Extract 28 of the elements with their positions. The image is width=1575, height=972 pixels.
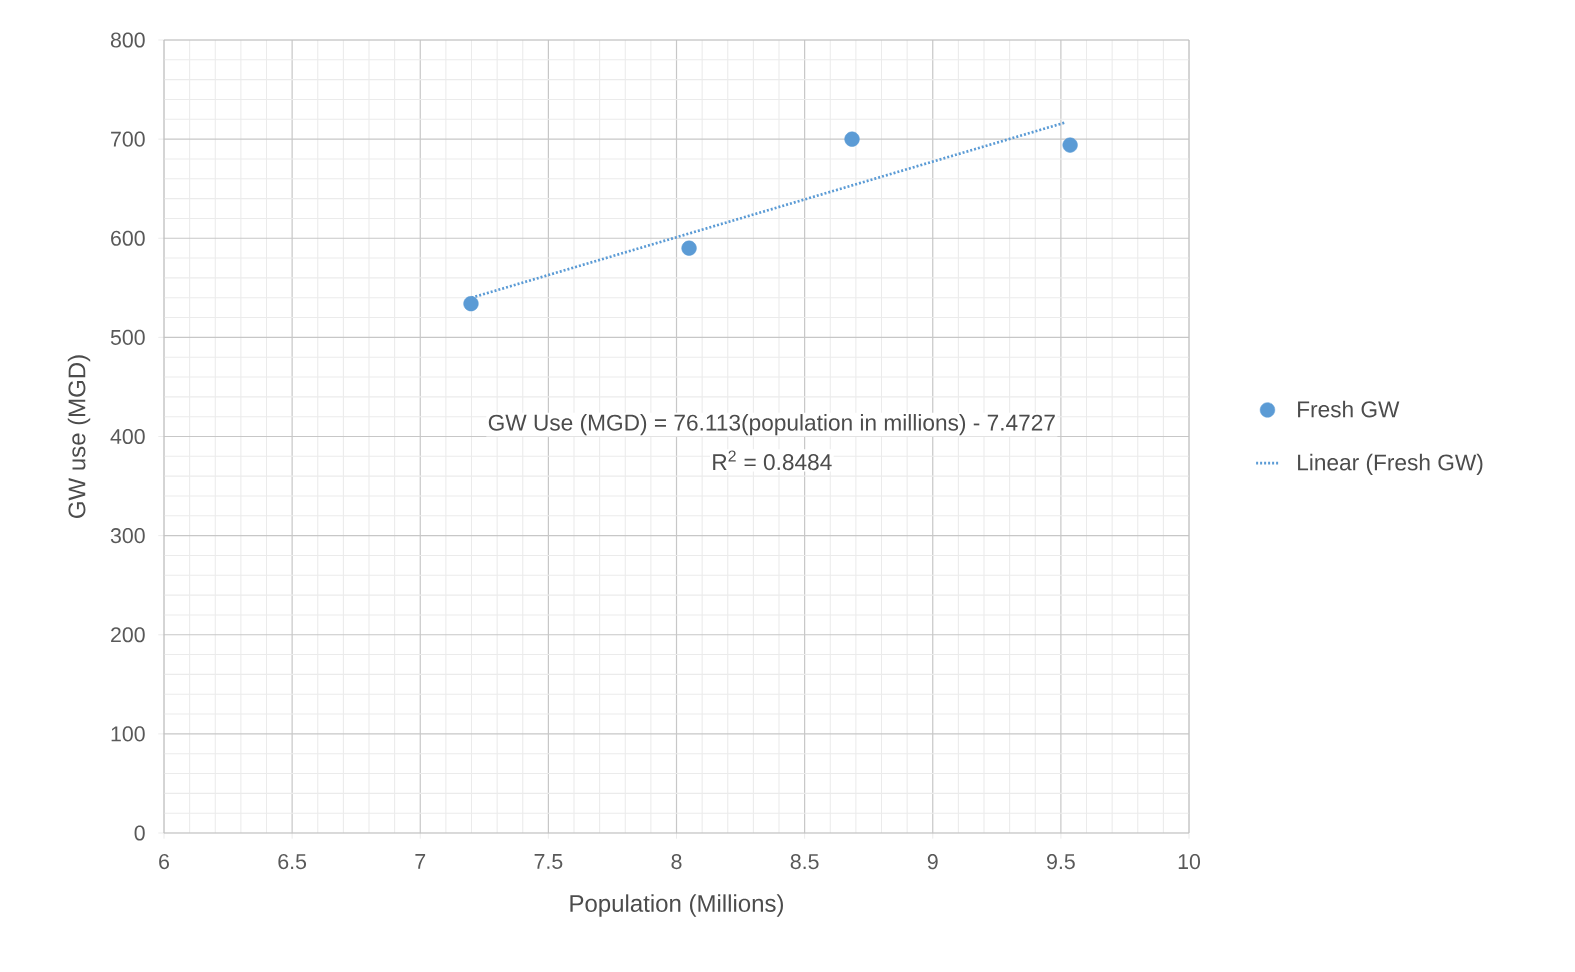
point — [1062, 137, 1078, 153]
point — [463, 296, 479, 312]
x-tick-label: 9 — [927, 854, 938, 870]
y-tick-label: 400 — [110, 428, 145, 445]
x-tick-label: 9.5 — [1047, 854, 1075, 870]
y-tick-label: 800 — [110, 32, 145, 48]
y-tick-label: 600 — [111, 230, 145, 246]
x-axis-title: Population (Millions) — [570, 894, 783, 917]
x-tick-label: 6 — [159, 854, 169, 870]
x-tick-label: 10 — [1178, 854, 1201, 870]
y-tick-label: 0 — [134, 825, 145, 841]
x-tick-label: 7.5 — [534, 854, 563, 869]
y-tick-label: 100 — [111, 726, 145, 742]
annotation: GW Use (MGD) = 76.113(population in millions) - 7.4727 — [488, 414, 1055, 436]
y-tick-label: 200 — [111, 627, 145, 643]
x-tick-label: 6.5 — [278, 854, 307, 870]
y-tick-label: 500 — [110, 329, 145, 345]
annotation: R$^{2}$ = 0.8484 — [713, 450, 832, 471]
x-tick-label: 8.5 — [790, 854, 819, 870]
y-tick-label: 700 — [111, 131, 145, 147]
y-tick-label: 300 — [110, 528, 145, 544]
legend-label: Linear (Fresh GW) — [1298, 453, 1483, 475]
legend-label: Fresh GW — [1298, 400, 1400, 418]
y-axis-title: GW use (MGD) — [67, 355, 91, 518]
point — [844, 131, 860, 147]
point — [681, 240, 697, 256]
x-tick-label: 7 — [415, 854, 426, 869]
x-tick-label: 8 — [671, 854, 682, 870]
